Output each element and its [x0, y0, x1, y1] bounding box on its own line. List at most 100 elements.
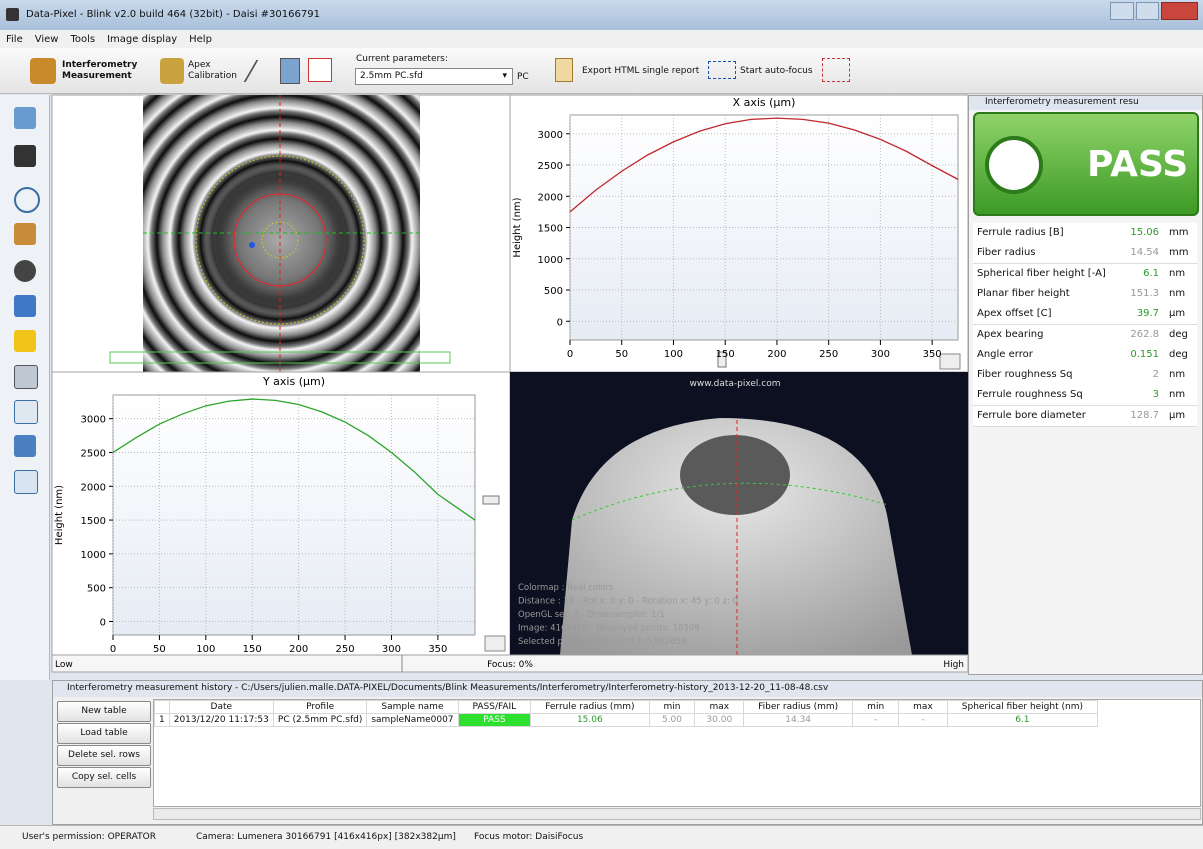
result-value: 151.3: [1130, 288, 1159, 299]
header-cell[interactable]: Fiber radius (mm): [744, 701, 853, 714]
body: { "window":{"title":"Data-Pixel - Blink …: [0, 0, 1203, 849]
header-cell[interactable]: max: [695, 701, 744, 714]
y-tick-label: 1500: [538, 224, 563, 235]
fiber-core: [680, 435, 790, 515]
history-title: Interferometry measurement history - C:/…: [67, 683, 828, 693]
history-button[interactable]: Delete sel. rows: [57, 745, 151, 766]
focus-low: Low: [55, 660, 73, 670]
results-panel: Interferometry measurement resu PASS Fer…: [968, 95, 1203, 675]
plot-area: [113, 395, 475, 635]
x-tick-label: 150: [243, 644, 262, 655]
result-unit: nm: [1169, 369, 1185, 380]
row-index: 1: [155, 714, 170, 727]
y-tick-label: 0: [557, 317, 563, 328]
header-cell[interactable]: Spherical fiber height (nm): [947, 701, 1097, 714]
history-button[interactable]: Load table: [57, 723, 151, 744]
focus-label: Focus: 0%: [487, 660, 533, 670]
result-value: 39.7: [1137, 308, 1159, 319]
x-tick-label: 350: [923, 349, 942, 360]
table-cell: 2013/12/20 11:17:53: [169, 714, 273, 727]
history-button[interactable]: New table: [57, 701, 151, 722]
table-cell: PASS: [458, 714, 531, 727]
x-tick-label: 150: [716, 349, 735, 360]
result-value: 262.8: [1130, 329, 1159, 340]
result-unit: nm: [1169, 389, 1185, 400]
minimize-button[interactable]: [1110, 2, 1134, 20]
result-label: Planar fiber height: [977, 288, 1070, 299]
history-table: DateProfileSample namePASS/FAILFerrule r…: [154, 700, 1098, 727]
header-cell[interactable]: PASS/FAIL: [458, 701, 531, 714]
result-label: Apex bearing: [977, 329, 1043, 340]
header-cell[interactable]: Date: [169, 701, 273, 714]
y-axis-label: Height (nm): [54, 485, 65, 545]
result-unit: deg: [1169, 329, 1188, 340]
result-value: 0.151: [1130, 349, 1159, 360]
y-tick-label: 500: [87, 584, 106, 595]
x-tick-label: 250: [819, 349, 838, 360]
result-unit: µm: [1169, 410, 1185, 421]
result-label: Fiber radius: [977, 247, 1036, 258]
page: Blink html,body{margin:0;padding:0;width…: [0, 0, 1203, 849]
header-cell: [155, 701, 170, 714]
result-row: Apex bearing 262.8 deg: [973, 325, 1197, 346]
x-tick-label: 200: [289, 644, 308, 655]
maximize-button[interactable]: [1136, 2, 1160, 20]
y-tick-label: 2000: [81, 482, 106, 493]
verdict-text: PASS: [1087, 144, 1188, 185]
focus-high: High: [943, 660, 964, 670]
y-slider[interactable]: [483, 496, 499, 504]
table-cell: sampleName0007: [367, 714, 458, 727]
status-item: User's permission: OPERATOR: [22, 832, 156, 842]
x-tick-label: 0: [567, 349, 573, 360]
zoom-button[interactable]: [485, 636, 505, 651]
result-label: Spherical fiber height [-A]: [977, 268, 1106, 279]
result-label: Fiber roughness Sq: [977, 369, 1072, 380]
chart-title: Y axis (µm): [262, 375, 325, 388]
x-tick-label: 300: [871, 349, 890, 360]
table-cell: 5.00: [649, 714, 695, 727]
history-button[interactable]: Copy sel. cells: [57, 767, 151, 788]
overlay-text: Colormap : Real colors: [518, 583, 614, 593]
result-label: Ferrule roughness Sq: [977, 389, 1083, 400]
zoom-button[interactable]: [940, 354, 960, 369]
status-item: Focus motor: DaisiFocus: [474, 832, 583, 842]
y-tick-label: 2500: [81, 448, 106, 459]
table-cell: 30.00: [695, 714, 744, 727]
result-row: Angle error0.151deg: [973, 345, 1197, 366]
result-label: Angle error: [977, 349, 1033, 360]
scrollbar[interactable]: [153, 808, 1201, 820]
results-title: Interferometry measurement resu: [985, 97, 1139, 107]
y-tick-label: 3000: [538, 130, 563, 141]
header-cell[interactable]: min: [649, 701, 695, 714]
x-tick-label: 50: [153, 644, 166, 655]
header-cell[interactable]: min: [853, 701, 899, 714]
result-label: Ferrule radius [B]: [977, 227, 1064, 238]
table-cell: 14.34: [744, 714, 853, 727]
y-tick-label: 2000: [538, 192, 563, 203]
status-item: Camera: Lumenera 30166791 [416x416px] [3…: [196, 832, 456, 842]
result-row: Planar fiber height 151.3 nm: [973, 284, 1197, 305]
overlay-text: Distance : 10 - Rot x: 0 y: 0 - Rotation…: [518, 597, 738, 607]
header-cell[interactable]: max: [899, 701, 948, 714]
result-unit: nm: [1169, 288, 1185, 299]
table-cell: 15.06: [531, 714, 649, 727]
result-value: 3: [1153, 389, 1159, 400]
watermark: www.data-pixel.com: [689, 379, 780, 389]
y-tick-label: 2500: [538, 161, 563, 172]
table-cell: 6.1: [947, 714, 1097, 727]
header-cell[interactable]: Profile: [273, 701, 366, 714]
status-bar: User's permission: OPERATOR Camera: Lumen…: [0, 825, 1203, 849]
x-tick-label: 350: [428, 644, 447, 655]
y-axis-label: Height (nm): [512, 197, 523, 257]
header-cell[interactable]: Ferrule radius (mm): [531, 701, 649, 714]
x-tick-label: 250: [336, 644, 355, 655]
history-table-area: DateProfileSample namePASS/FAILFerrule r…: [153, 699, 1201, 807]
header-cell[interactable]: Sample name: [367, 701, 458, 714]
result-label: Apex offset [C]: [977, 308, 1052, 319]
y-tick-label: 500: [544, 286, 563, 297]
chart-title: X axis (µm): [733, 96, 796, 109]
close-button[interactable]: [1161, 2, 1198, 20]
